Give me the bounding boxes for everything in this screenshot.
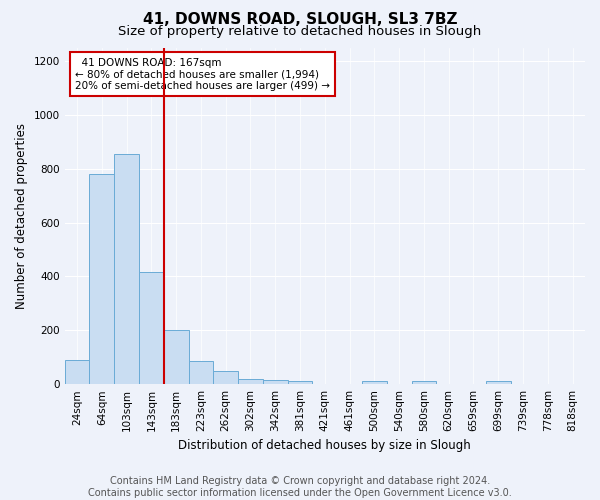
Bar <box>114 154 139 384</box>
Text: Contains HM Land Registry data © Crown copyright and database right 2024.
Contai: Contains HM Land Registry data © Crown c… <box>88 476 512 498</box>
Bar <box>89 174 114 384</box>
Bar <box>188 362 214 384</box>
Bar <box>486 382 511 384</box>
Bar <box>65 360 89 384</box>
Text: 41 DOWNS ROAD: 167sqm  
← 80% of detached houses are smaller (1,994)
20% of semi: 41 DOWNS ROAD: 167sqm ← 80% of detached … <box>75 58 330 91</box>
Bar <box>412 382 436 384</box>
Bar <box>139 272 164 384</box>
Bar <box>238 379 263 384</box>
Y-axis label: Number of detached properties: Number of detached properties <box>15 123 28 309</box>
Bar <box>362 382 387 384</box>
Bar <box>214 370 238 384</box>
Bar <box>263 380 287 384</box>
Bar <box>287 382 313 384</box>
Text: 41, DOWNS ROAD, SLOUGH, SL3 7BZ: 41, DOWNS ROAD, SLOUGH, SL3 7BZ <box>143 12 457 28</box>
Bar <box>164 330 188 384</box>
Text: Size of property relative to detached houses in Slough: Size of property relative to detached ho… <box>118 25 482 38</box>
X-axis label: Distribution of detached houses by size in Slough: Distribution of detached houses by size … <box>178 440 471 452</box>
